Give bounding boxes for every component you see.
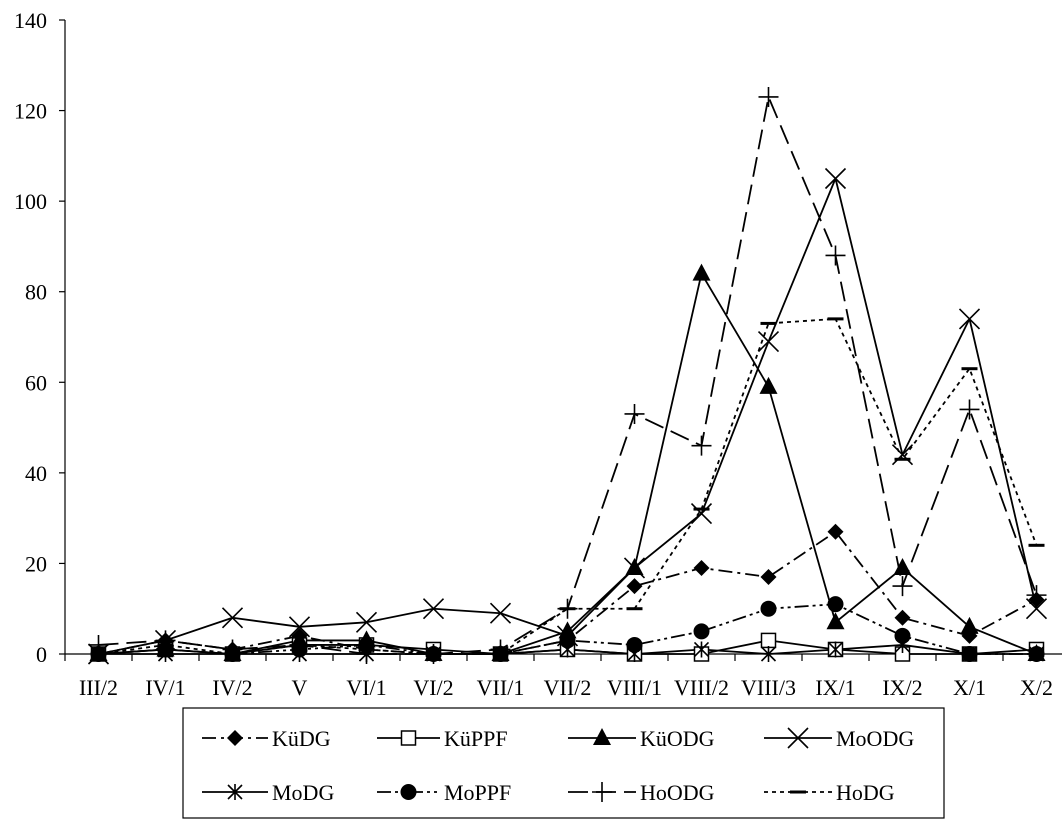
legend-box (182, 707, 945, 819)
kuodg-point (625, 557, 644, 575)
kuodg-point (893, 557, 912, 575)
legend-moodg-label: MoODG (836, 726, 914, 751)
series-lines (98, 96, 1038, 655)
hoodg-point (624, 403, 645, 424)
moodg-point (422, 598, 445, 620)
y-tick-label: 120 (14, 99, 47, 124)
hoodg-point (959, 399, 980, 420)
x-tick-label: VIII/2 (674, 675, 729, 700)
plot-area (87, 86, 1048, 665)
legend-moppf-label: MoPPF (444, 780, 511, 805)
moppf-point (827, 596, 844, 613)
kudg-point (760, 569, 777, 586)
series-moppf-line (98, 603, 1037, 655)
moodg-point (355, 611, 378, 633)
hoodg-point (1026, 585, 1047, 606)
hoodg-point (825, 245, 846, 266)
x-tick-label: V (292, 675, 308, 700)
hoodg-point (155, 630, 176, 651)
kudg-point (827, 523, 844, 540)
moodg-point (690, 503, 713, 525)
legend-hodg-label: HoDG (836, 780, 895, 805)
legend-kudg-marker (227, 730, 243, 746)
x-tick-label: X/1 (953, 675, 986, 700)
kuodg-point (692, 263, 711, 281)
moodg-point (221, 607, 244, 629)
kudg-point (626, 578, 643, 595)
x-tick-label: VIII/3 (741, 675, 796, 700)
x-tick-label: IX/2 (882, 675, 922, 700)
moodg-point (489, 602, 512, 624)
x-tick-label: VI/1 (346, 675, 386, 700)
hoodg-point (758, 86, 779, 107)
legend-moodg-marker (787, 727, 809, 749)
legend-modg-marker (227, 784, 243, 800)
kudg-point (693, 559, 710, 576)
legend-kuodg-label: KüODG (640, 726, 715, 751)
moodg-point (1025, 598, 1048, 620)
y-tick-label: 40 (25, 461, 47, 486)
y-axis: 0 20 40 60 80 100 120 140 (14, 8, 66, 667)
x-tick-label: VI/2 (413, 675, 453, 700)
x-tick-label: IV/2 (212, 675, 252, 700)
modg-point (827, 641, 844, 658)
moppf-point (760, 600, 777, 617)
x-tick-label: VII/1 (477, 675, 525, 700)
y-tick-label: 20 (25, 551, 47, 576)
kuodg-point (960, 616, 979, 634)
hoodg-point (356, 644, 377, 664)
kuodg-point (759, 376, 778, 394)
kudg-point (894, 609, 911, 626)
y-tick-label: 60 (25, 370, 47, 395)
hoodg-point (892, 576, 913, 597)
x-axis: III/2 IV/1 IV/2 V VI/1 VI/2 VII/1 VII/2 VIII/1 VI… (64, 653, 1062, 700)
series-moodg-line (98, 177, 1038, 655)
y-tick-label: 80 (25, 280, 47, 305)
x-tick-label: IV/1 (145, 675, 185, 700)
moodg-point (623, 557, 646, 579)
legend-kudg-label: KüDG (272, 726, 331, 751)
legend: KüDG KüPPF KüODG MoODG MoDG MoPPF HoODG HoDG (182, 707, 945, 819)
hoodg-point (88, 634, 109, 655)
moppf-point (1028, 646, 1045, 662)
moppf-point (559, 632, 576, 649)
series-kuodg-line (98, 272, 1037, 655)
moodg-point (824, 167, 847, 190)
y-tick-label: 0 (36, 642, 47, 667)
legend-kuppf-label: KüPPF (444, 726, 508, 751)
series-markers (87, 86, 1048, 665)
moppf-point (894, 627, 911, 644)
modg-point (693, 641, 710, 658)
legend-kuodg-marker (593, 728, 611, 745)
x-tick-label: III/2 (79, 675, 118, 700)
legend-moppf-marker (400, 784, 417, 800)
y-tick-label: 140 (14, 8, 47, 33)
y-tick-label: 100 (14, 189, 47, 214)
moodg-point (958, 308, 981, 330)
moodg-point (288, 616, 311, 638)
x-tick-label: IX/1 (815, 675, 855, 700)
series-hodg-line (98, 317, 1038, 655)
moodg-point (757, 330, 780, 353)
legend-hoodg-marker (592, 782, 612, 802)
x-tick-label: VIII/1 (607, 675, 662, 700)
legend-kuppf-marker (400, 730, 417, 746)
hoodg-point (490, 639, 511, 660)
moppf-point (693, 623, 710, 640)
modg-point (760, 646, 777, 662)
moodg-point (891, 444, 914, 466)
moppf-point (961, 646, 978, 662)
hoodg-point (222, 639, 243, 660)
x-tick-label: X/2 (1020, 675, 1053, 700)
kuppf-point (760, 632, 777, 649)
moppf-point (626, 636, 643, 653)
x-tick-label: VII/2 (544, 675, 592, 700)
kuodg-point (826, 612, 845, 630)
series-hoodg-line (98, 96, 1038, 655)
legend-modg-label: MoDG (272, 780, 334, 805)
legend-hoodg-label: HoODG (640, 780, 715, 805)
hoodg-point (691, 435, 712, 456)
